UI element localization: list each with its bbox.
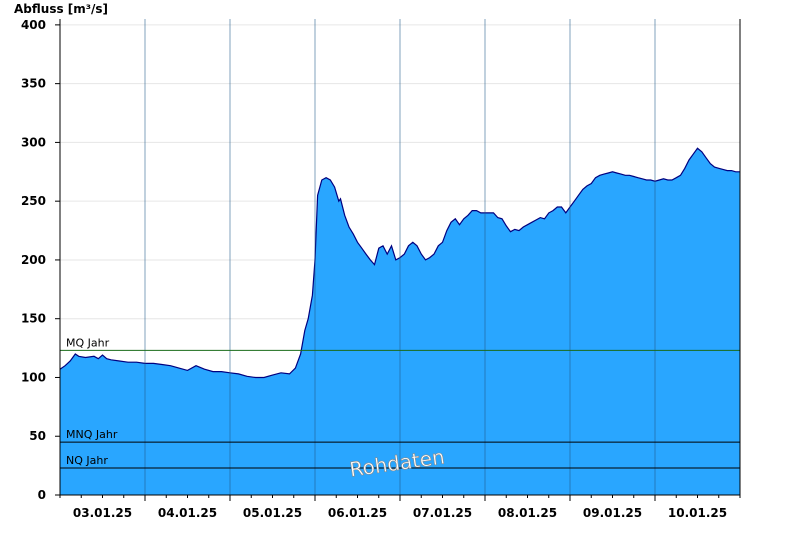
y-tick-label-400: 400 [21,18,46,32]
y-tick-label-150: 150 [21,312,46,326]
y-tick-label-100: 100 [21,370,46,384]
x-tick-label-1: 04.01.25 [158,506,217,520]
reference-lines: MQ Jahr MNQ Jahr NQ Jahr [60,336,740,469]
x-tick-label-4: 07.01.25 [413,506,472,520]
discharge-series-line [59,147,740,379]
day-boundaries [144,19,656,495]
x-tick-label-5: 08.01.25 [498,506,557,520]
y-tick-label-50: 50 [29,429,46,443]
y-tick-label-350: 350 [21,77,46,91]
reference-label-2: MNQ Jahr [66,428,118,441]
tick-labels: 0 50 100 150 200 250 300 350 400 03.01.25 04.01.25… [21,18,741,520]
x-tick-label-3: 06.01.25 [328,506,387,520]
y-tick-label-200: 200 [21,253,46,267]
y-tick-label-250: 250 [21,194,46,208]
x-tick-label-0: 03.01.25 [73,506,132,520]
chart-title: Abfluss [m³/s] [14,2,108,16]
y-tick-label-300: 300 [21,135,46,149]
reference-label-3: NQ Jahr [66,454,108,467]
reference-label-1: MQ Jahr [66,336,110,349]
x-tick-label-7: 10.01.25 [668,506,727,520]
x-tick-label-6: 09.01.25 [583,506,642,520]
y-tick-label-0: 0 [38,488,46,502]
x-tick-label-2: 05.01.25 [243,506,302,520]
